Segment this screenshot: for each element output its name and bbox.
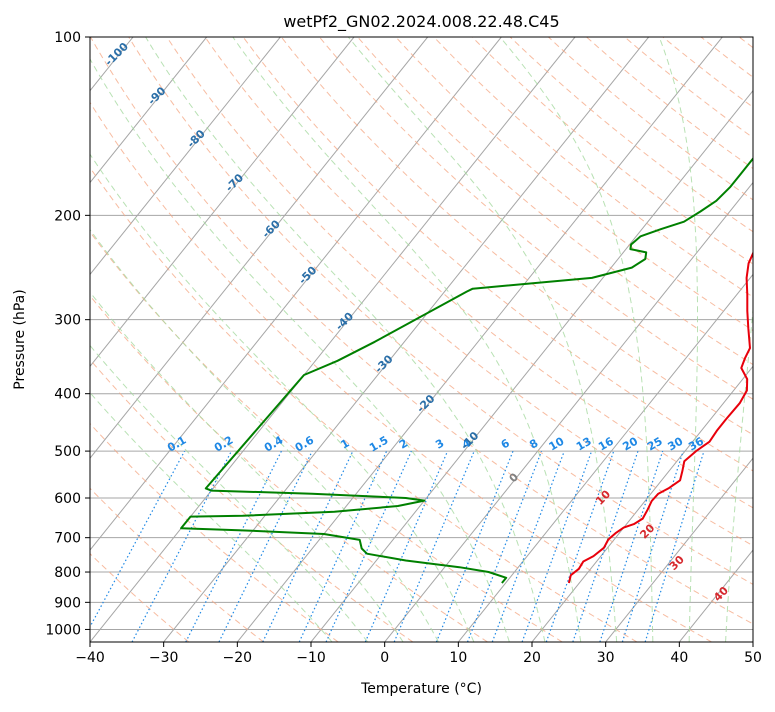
moist-adiabat-label: 30 bbox=[667, 553, 687, 573]
dry-adiabat-line bbox=[396, 37, 775, 642]
dry-adiabat-label: -10 bbox=[458, 429, 481, 452]
dry-adiabat-label: -50 bbox=[296, 264, 319, 287]
mixing-ratio-label: 1 bbox=[339, 437, 352, 452]
dry-adiabat-line bbox=[548, 37, 775, 642]
isotherm-line bbox=[0, 37, 280, 642]
isotherm-line bbox=[0, 37, 59, 642]
dry-adiabat-line bbox=[0, 37, 413, 642]
dry-adiabat-line bbox=[358, 37, 775, 642]
moist-adiabat-line bbox=[0, 37, 403, 642]
dry-adiabat-label: -80 bbox=[185, 127, 208, 150]
moist-adiabat-line bbox=[146, 37, 545, 642]
isotherm-line bbox=[164, 37, 649, 642]
dewpoint-profile-line bbox=[181, 37, 775, 583]
dry-adiabat-line bbox=[91, 37, 775, 642]
mixing-ratio-label: 8 bbox=[527, 437, 540, 452]
dry-adiabat-line bbox=[510, 37, 775, 642]
isotherm-line bbox=[0, 37, 207, 642]
dry-adiabat-line bbox=[14, 37, 637, 642]
mixing-ratio-line bbox=[436, 451, 513, 642]
dry-adiabat-label: -70 bbox=[223, 171, 246, 194]
isotherm-line bbox=[753, 37, 775, 642]
mixing-ratio-line bbox=[82, 451, 185, 642]
mixing-ratio-line bbox=[263, 451, 353, 642]
mixing-ratio-label: 3 bbox=[433, 437, 446, 452]
dry-adiabat-line bbox=[739, 37, 775, 642]
isotherm-line bbox=[16, 37, 501, 642]
x-tick-label: −40 bbox=[75, 650, 105, 666]
dry-adiabat-line bbox=[243, 37, 775, 642]
dry-adiabat-line bbox=[587, 37, 775, 642]
moist-adiabat-line bbox=[78, 37, 510, 642]
isotherm-line bbox=[679, 37, 775, 642]
y-tick-label: 300 bbox=[54, 313, 81, 329]
x-tick-label: −10 bbox=[296, 650, 326, 666]
mixing-ratio-line bbox=[365, 451, 447, 642]
dry-adiabat-line bbox=[0, 37, 264, 642]
dry-adiabat-line bbox=[663, 37, 775, 642]
x-tick-label: 10 bbox=[449, 650, 467, 666]
dry-adiabat-line bbox=[0, 37, 488, 642]
mixing-ratio-label: 6 bbox=[499, 436, 512, 451]
dry-adiabat-label: -60 bbox=[260, 217, 283, 240]
y-axis-label: Pressure (hPa) bbox=[12, 289, 28, 389]
x-tick-label: 50 bbox=[744, 650, 762, 666]
y-tick-label: 600 bbox=[54, 491, 81, 507]
x-tick-label: 30 bbox=[597, 650, 615, 666]
moist-adiabat-line bbox=[0, 37, 438, 642]
y-tick-label: 800 bbox=[54, 565, 81, 581]
dry-adiabat-line bbox=[472, 37, 775, 642]
x-tick-label: 0 bbox=[380, 650, 389, 666]
moist-adiabat-line bbox=[0, 37, 368, 642]
y-tick-label: 700 bbox=[54, 531, 81, 547]
dry-adiabat-label: -20 bbox=[414, 392, 437, 415]
x-tick-label: −20 bbox=[223, 650, 253, 666]
y-tick-label: 1000 bbox=[45, 622, 81, 638]
isotherm-line bbox=[458, 37, 775, 642]
dry-adiabat-line bbox=[701, 37, 775, 642]
plot-frame bbox=[90, 37, 753, 642]
y-tick-label: 100 bbox=[54, 30, 81, 46]
x-tick-label: −30 bbox=[149, 650, 179, 666]
dry-adiabat-label: -30 bbox=[372, 352, 395, 375]
mixing-ratio-line bbox=[522, 451, 592, 642]
dry-adiabat-label: -40 bbox=[333, 310, 356, 333]
moist-adiabat-label: 20 bbox=[637, 521, 657, 541]
data-layer bbox=[181, 37, 775, 583]
dry-adiabat-line bbox=[0, 37, 189, 642]
dry-adiabat-line bbox=[319, 37, 775, 642]
mixing-ratio-line bbox=[219, 451, 312, 642]
isotherm-line bbox=[0, 37, 354, 642]
y-tick-label: 400 bbox=[54, 387, 81, 403]
moist-adiabat-line bbox=[0, 37, 332, 642]
x-axis-label: Temperature (°C) bbox=[360, 681, 482, 697]
y-tick-label: 900 bbox=[54, 595, 81, 611]
isotherm-line bbox=[237, 37, 722, 642]
y-tick-label: 500 bbox=[54, 444, 81, 460]
mixing-ratio-line bbox=[468, 451, 542, 642]
y-tick-label: 200 bbox=[54, 208, 81, 224]
grid-layer bbox=[0, 37, 775, 642]
dry-adiabat-label: -90 bbox=[145, 84, 168, 107]
mixing-ratio-line bbox=[645, 451, 704, 642]
chart-title: wetPf2_GN02.2024.008.22.48.C45 bbox=[283, 12, 559, 32]
dry-adiabat-label: 0 bbox=[507, 470, 522, 485]
mixing-ratio-line bbox=[326, 451, 411, 642]
mixing-ratio-line bbox=[394, 451, 474, 642]
x-tick-label: 20 bbox=[523, 650, 541, 666]
x-tick-label: 40 bbox=[670, 650, 688, 666]
